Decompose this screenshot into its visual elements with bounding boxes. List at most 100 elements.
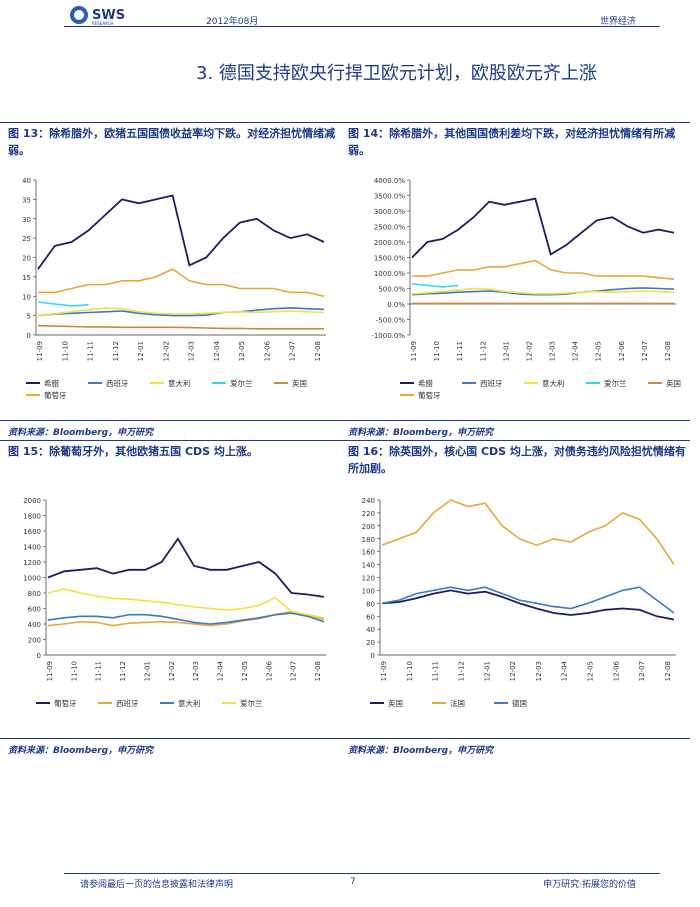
y-tick-label: 20 (366, 639, 375, 647)
figure-16-caption: 图 16：除英国外，核心国 CDS 均上涨，对债务违约风险担忧情绪有所加剧。 (348, 445, 686, 475)
series-line (411, 283, 459, 288)
figure-16-source: 资料来源：Bloomberg，申万研究 (348, 746, 494, 756)
y-tick-label: 3500.0% (374, 193, 405, 201)
y-tick-label: 120 (362, 575, 375, 583)
legend-label: 爱尔兰 (230, 378, 253, 388)
y-tick-label: 1400 (23, 544, 41, 552)
y-tick-label: 1500.0% (374, 255, 405, 263)
x-tick-label: 12-06 (618, 340, 626, 361)
chart-bond-spreads: -1000.0% -500.0% 0.0% 500.0% 1000.0% 1500.0% 2… (371, 177, 681, 400)
x-tick-label: 12-03 (535, 661, 543, 681)
y-tick-label: 400 (28, 621, 41, 629)
legend-label: 意大利 (178, 698, 201, 708)
figure-15-caption: 图 15：除葡萄牙外，其他欧猪五国 CDS 均上涨。 (8, 445, 258, 458)
x-tick-label: 12-04 (561, 660, 569, 681)
y-tick-label: 240 (362, 497, 375, 505)
x-tick-label: 12-03 (549, 341, 557, 361)
row2-bottom-rule (0, 738, 690, 739)
row2-top-rule (0, 440, 690, 441)
y-tick-label: 80 (366, 600, 375, 608)
x-tick-label: 12-08 (664, 661, 672, 681)
header-rule (64, 26, 660, 27)
x-tick-label: 11-12 (112, 341, 120, 361)
x-tick-label: 12-07 (289, 341, 297, 361)
figure-15-source: 资料来源：Bloomberg，申万研究 (8, 746, 154, 756)
series-line (411, 287, 675, 295)
chart-cds-piigs: 0 200 400 600 800 1000 1200 1400 1600 1800 2000 11-… (23, 497, 326, 708)
y-tick-label: 2500.0% (374, 224, 405, 232)
series-line (381, 589, 675, 621)
y-tick-label: 600 (28, 606, 41, 614)
y-tick-label: -1000.0% (371, 332, 405, 340)
x-tick-label: 12-01 (137, 341, 145, 361)
x-tick-label: 12-05 (587, 661, 595, 681)
y-tick-label: 1200 (23, 559, 41, 567)
x-tick-label: 12-05 (241, 661, 249, 681)
x-tick-label: 12-08 (314, 661, 322, 681)
x-tick-label: 12-01 (502, 341, 510, 361)
y-tick-label: 20 (22, 255, 31, 263)
x-tick-label: 11-10 (406, 661, 414, 681)
x-tick-label: 11-11 (95, 661, 103, 681)
y-tick-label: 2000.0% (374, 239, 405, 247)
x-tick-label: 11-09 (380, 661, 388, 681)
legend-label: 意大利 (168, 378, 191, 388)
series-line (47, 588, 325, 619)
x-tick-label: 12-05 (238, 341, 246, 361)
legend-label: 爱尔兰 (604, 378, 627, 388)
row1-top-rule (0, 122, 690, 123)
x-tick-label: 12-03 (188, 341, 196, 361)
figure-14-source: 资料来源：Bloomberg，申万研究 (348, 428, 494, 438)
x-tick-label: 11-12 (479, 341, 487, 361)
series-line (37, 301, 89, 307)
legend-label: 爱尔兰 (240, 698, 263, 708)
x-tick-label: 12-06 (263, 340, 271, 361)
y-tick-label: 200 (28, 637, 41, 645)
header-category: 世界经济 (599, 17, 636, 27)
x-tick-label: 11-10 (61, 341, 69, 361)
legend-label: 西班牙 (480, 378, 503, 388)
x-tick-label: 12-03 (192, 661, 200, 681)
y-tick-label: 4000.0% (374, 177, 405, 185)
series-line (37, 324, 324, 330)
y-tick-label: 1800 (23, 513, 41, 521)
y-tick-label: 25 (22, 235, 31, 243)
legend-label: 意大利 (542, 378, 565, 388)
series-line (381, 586, 675, 614)
y-tick-label: 2000 (23, 497, 41, 505)
y-tick-label: 0 (371, 652, 375, 660)
legend-label: 葡萄牙 (44, 390, 67, 400)
chart-cds-core: 0 20 40 60 80 100 120 140 160 180 200 220 240 11-09 11… (362, 497, 676, 708)
y-tick-label: 180 (362, 536, 375, 544)
x-tick-label: 12-07 (638, 661, 646, 681)
x-tick-label: 12-01 (483, 661, 491, 681)
x-tick-label: 11-11 (432, 661, 440, 681)
series-line (381, 499, 675, 566)
y-tick-label: -500.0% (376, 317, 406, 325)
series-line (47, 537, 325, 598)
chart-bond-yields: 0 5 10 15 20 25 30 35 40 11-09 11-10 11-11 11-12 12-0… (22, 177, 326, 400)
y-tick-label: 0 (27, 332, 31, 340)
y-tick-label: 1000 (23, 575, 41, 583)
x-tick-label: 12-01 (143, 661, 151, 681)
y-tick-label: 220 (362, 510, 375, 518)
series-line (412, 259, 675, 280)
legend-label: 葡萄牙 (54, 698, 77, 708)
series-line (37, 194, 325, 270)
y-tick-label: 1000.0% (374, 270, 405, 278)
x-tick-label: 12-04 (572, 340, 580, 361)
x-tick-label: 12-05 (595, 341, 603, 361)
y-tick-label: 60 (366, 613, 375, 621)
y-tick-label: 3000.0% (374, 208, 405, 216)
y-tick-label: 140 (362, 562, 375, 570)
x-tick-label: 11-09 (36, 341, 44, 361)
y-tick-label: 160 (362, 549, 375, 557)
x-tick-label: 12-06 (265, 660, 273, 681)
x-tick-label: 11-10 (433, 341, 441, 361)
section-title: 3. 德国支持欧央行捍卫欧元计划，欧股欧元齐上涨 (196, 63, 597, 84)
y-tick-label: 1600 (23, 528, 41, 536)
legend-label: 葡萄牙 (418, 390, 441, 400)
y-tick-label: 5 (27, 313, 31, 321)
page-number: 7 (350, 877, 356, 887)
y-tick-label: 40 (366, 626, 375, 634)
